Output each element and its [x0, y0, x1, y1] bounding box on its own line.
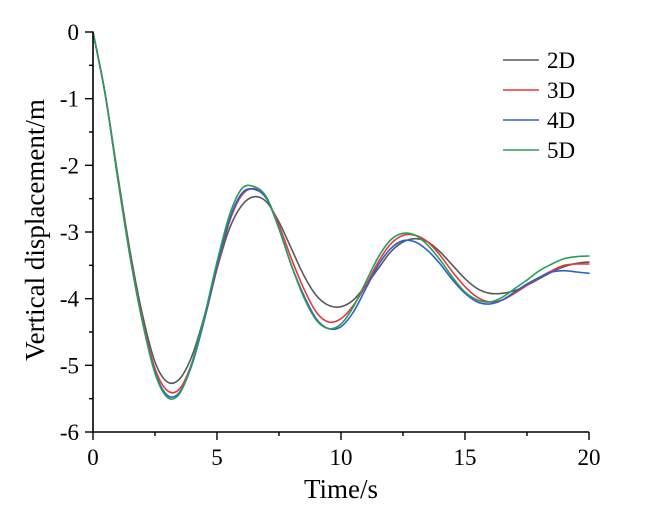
y-axis-title: Vertical displacement/m: [20, 99, 50, 361]
x-tick-label: 15: [454, 445, 477, 470]
x-tick-label: 10: [330, 445, 353, 470]
legend-label-2d: 2D: [547, 48, 575, 73]
y-tick-label: 0: [68, 20, 80, 45]
series-line-3d: [92, 31, 590, 394]
x-tick-label: 5: [211, 445, 223, 470]
plot-lines: [92, 31, 590, 400]
y-ticks: 0 -1 -2 -3 -4 -5 -6: [60, 20, 93, 445]
series-line-2d: [92, 31, 590, 385]
series-line-4d: [92, 31, 590, 398]
legend-label-3d: 3D: [547, 78, 575, 103]
y-tick-label: -3: [60, 220, 79, 245]
y-tick-label: -1: [60, 87, 79, 112]
y-tick-label: -6: [60, 420, 79, 445]
series-line-5d: [92, 31, 590, 400]
x-axis-title: Time/s: [304, 474, 378, 504]
x-ticks: 0 5 10 15 20: [87, 432, 601, 470]
y-tick-label: -5: [60, 353, 79, 378]
x-tick-label: 0: [87, 445, 99, 470]
axes: [92, 32, 589, 433]
y-tick-label: -2: [60, 153, 79, 178]
legend-label-5d: 5D: [547, 138, 575, 163]
x-tick-label: 20: [578, 445, 601, 470]
y-tick-label: -4: [60, 287, 80, 312]
legend: 2D 3D 4D 5D: [503, 48, 575, 163]
legend-label-4d: 4D: [547, 108, 575, 133]
